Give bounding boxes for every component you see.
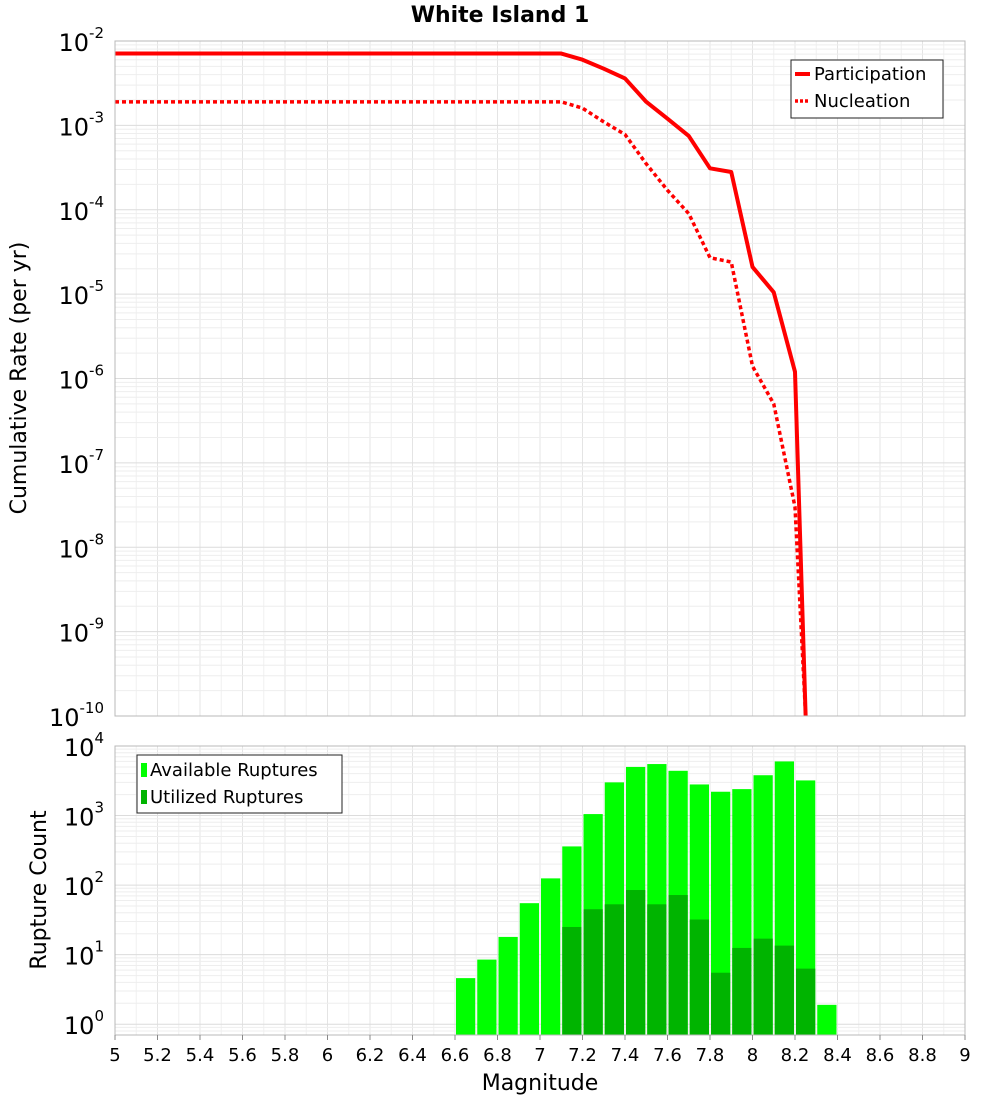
x-tick-label: 6.4 <box>398 1045 427 1066</box>
top-y-axis-label: Cumulative Rate (per yr) <box>7 242 32 515</box>
utilized-ruptures-bar <box>689 919 709 1035</box>
x-tick-label: 8.8 <box>908 1045 937 1066</box>
legend-swatch-available-ruptures <box>141 763 147 777</box>
x-tick-label: 6 <box>322 1045 333 1066</box>
legend-swatch-utilized-ruptures <box>141 790 147 804</box>
participation-line <box>115 51 808 717</box>
x-ticks: 5 5.2 5.4 5.6 5.8 6 6.2 6.4 6.6 6.8 7 7.2 7.4 7.6 7.8 8… <box>109 1035 971 1066</box>
x-tick-label: 5.8 <box>271 1045 300 1066</box>
top-y-tick-label: 10-6 <box>58 362 104 395</box>
x-tick-label: 8.2 <box>781 1045 810 1066</box>
x-tick-label: 7.8 <box>696 1045 725 1066</box>
x-tick-label: 6.8 <box>483 1045 512 1066</box>
top-y-tick-label: 10-9 <box>58 615 104 648</box>
x-tick-label: 8.6 <box>866 1045 895 1066</box>
top-y-tick-label: 10-2 <box>58 24 104 57</box>
utilized-ruptures-bar <box>732 947 752 1035</box>
bottom-y-tick-label: 100 <box>64 1007 104 1040</box>
x-tick-label: 8 <box>747 1045 758 1066</box>
utilized-ruptures-bar <box>711 972 731 1035</box>
bottom-y-axis-label: Rupture Count <box>27 810 52 970</box>
x-tick-label: 8.4 <box>823 1045 852 1066</box>
utilized-ruptures-bar <box>604 904 624 1035</box>
top-plot-grid <box>114 41 966 717</box>
x-tick-label: 6.6 <box>441 1045 470 1066</box>
bottom-y-tick-label: 103 <box>64 799 104 832</box>
top-y-tick-label: 10-3 <box>58 108 104 141</box>
top-plot-frame <box>114 40 966 717</box>
x-tick-label: 5.2 <box>143 1045 172 1066</box>
x-tick-label: 6.2 <box>356 1045 385 1066</box>
x-tick-label: 7.6 <box>653 1045 682 1066</box>
chart-title: White Island 1 <box>411 3 590 28</box>
top-y-tick-label: 10-10 <box>49 699 104 732</box>
top-y-tick-label: 10-7 <box>58 446 104 479</box>
top-y-ticks: 10-2 10-3 10-4 10-5 10-6 10-7 10-8 10-9 10-10 <box>49 24 104 732</box>
utilized-ruptures-bar <box>647 904 667 1035</box>
utilized-ruptures-bar <box>668 895 688 1035</box>
top-y-tick-label: 10-5 <box>58 277 104 310</box>
legend-label-available-ruptures: Available Ruptures <box>150 760 318 781</box>
legend-label-nucleation: Nucleation <box>814 91 910 112</box>
bottom-legend: Available Ruptures Utilized Ruptures <box>136 754 343 814</box>
available-ruptures-bar <box>498 936 518 1035</box>
utilized-ruptures-bar <box>562 926 582 1035</box>
x-tick-label: 7.2 <box>568 1045 597 1066</box>
utilized-ruptures-bar <box>774 945 794 1035</box>
x-tick-label: 7 <box>534 1045 545 1066</box>
utilized-ruptures-bar <box>796 968 816 1035</box>
x-tick-label: 9 <box>959 1045 970 1066</box>
available-ruptures-bar <box>456 978 476 1035</box>
nucleation-line <box>115 100 808 717</box>
x-tick-label: 5 <box>109 1045 120 1066</box>
bottom-y-tick-label: 104 <box>64 729 104 762</box>
top-legend-box <box>790 59 944 119</box>
available-ruptures-bar <box>817 1004 837 1035</box>
utilized-ruptures-bar <box>583 909 603 1035</box>
top-y-tick-label: 10-4 <box>58 193 104 226</box>
bottom-y-tick-label: 101 <box>64 938 104 971</box>
utilized-ruptures-bar <box>753 938 773 1035</box>
bottom-y-tick-label: 102 <box>64 868 104 901</box>
utilized-ruptures-bar <box>626 890 646 1035</box>
bottom-y-ticks: 104 103 102 101 100 <box>64 729 104 1040</box>
x-axis-label: Magnitude <box>482 1071 599 1096</box>
x-tick-label: 7.4 <box>611 1045 640 1066</box>
top-legend: Participation Nucleation <box>790 59 944 119</box>
available-ruptures-bar <box>541 878 561 1035</box>
rate-lines <box>115 51 808 717</box>
legend-label-utilized-ruptures: Utilized Ruptures <box>150 787 303 808</box>
available-ruptures-bar <box>519 903 539 1035</box>
top-y-tick-label: 10-8 <box>58 530 104 563</box>
legend-label-participation: Participation <box>814 64 926 85</box>
bottom-legend-box <box>136 754 343 814</box>
x-tick-label: 5.4 <box>186 1045 215 1066</box>
histogram-bars <box>456 761 837 1035</box>
x-tick-label: 5.6 <box>228 1045 257 1066</box>
available-ruptures-bar <box>477 959 497 1035</box>
